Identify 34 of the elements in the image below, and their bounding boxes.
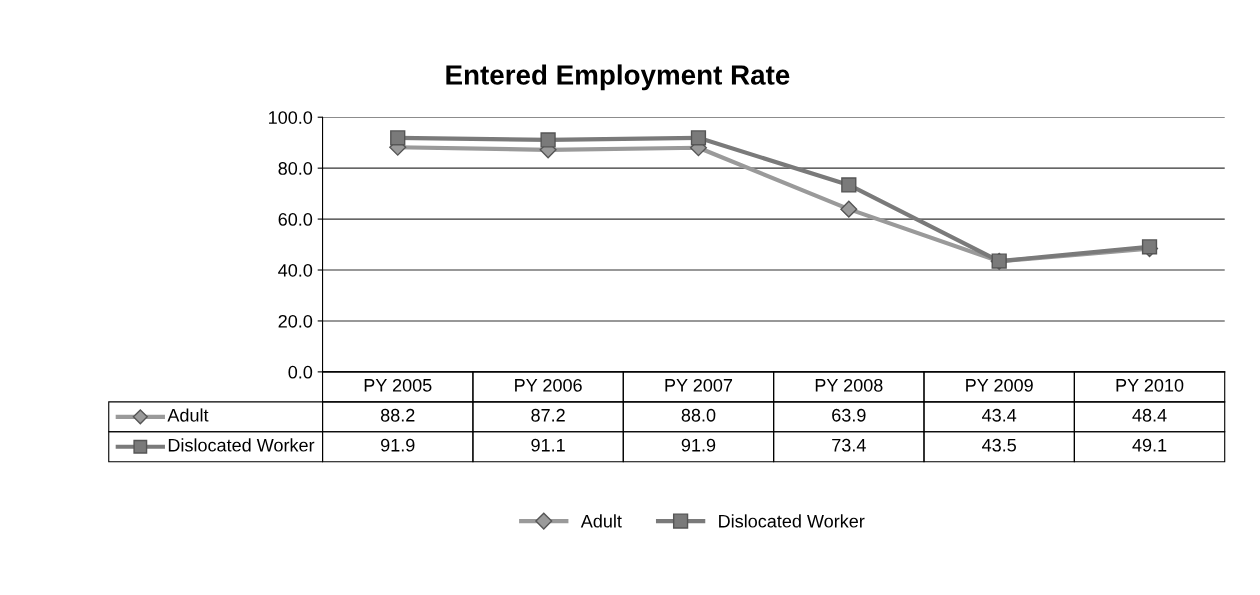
y-tick-label: 40.0 bbox=[278, 263, 313, 277]
text: Adult bbox=[580, 514, 622, 528]
y-tick-label: 0.0 bbox=[288, 365, 313, 379]
data-label: 63.9 bbox=[832, 408, 866, 422]
data-label: 87.2 bbox=[531, 408, 565, 422]
point bbox=[841, 177, 857, 193]
point bbox=[390, 130, 406, 146]
legend-label: Dislocated Worker bbox=[168, 438, 315, 452]
data-label: 91.9 bbox=[681, 438, 716, 452]
point bbox=[540, 132, 556, 148]
data-label: 88.0 bbox=[681, 408, 716, 422]
text: Dislocated Worker bbox=[719, 514, 865, 528]
point bbox=[840, 200, 858, 218]
x-tick-label: PY 2010 bbox=[1116, 378, 1184, 392]
x-tick-label: PY 2008 bbox=[815, 378, 883, 392]
y-tick-label: 100.0 bbox=[269, 111, 313, 124]
x-tick-label: PY 2005 bbox=[364, 378, 432, 392]
data-label: 43.4 bbox=[982, 408, 1017, 422]
y-tick-label: 20.0 bbox=[278, 314, 313, 328]
data-label: 88.2 bbox=[380, 408, 415, 422]
data-label: 91.9 bbox=[381, 438, 415, 452]
point bbox=[690, 130, 707, 146]
chart-title: Entered Employment Rate bbox=[446, 64, 790, 91]
data-label: 43.5 bbox=[982, 438, 1016, 452]
x-tick-label: PY 2009 bbox=[966, 378, 1033, 392]
data-label: 91.1 bbox=[531, 438, 565, 452]
y-tick-label: 80.0 bbox=[278, 162, 313, 175]
x-tick-label: PY 2006 bbox=[515, 378, 582, 392]
data-label: 48.4 bbox=[1132, 408, 1167, 422]
x-tick-label: PY 2007 bbox=[665, 378, 733, 392]
data-label: 73.4 bbox=[832, 438, 866, 452]
y-tick-label: 60.0 bbox=[278, 213, 313, 226]
data-label: 49.1 bbox=[1132, 438, 1167, 452]
legend-label: Adult bbox=[167, 408, 209, 422]
